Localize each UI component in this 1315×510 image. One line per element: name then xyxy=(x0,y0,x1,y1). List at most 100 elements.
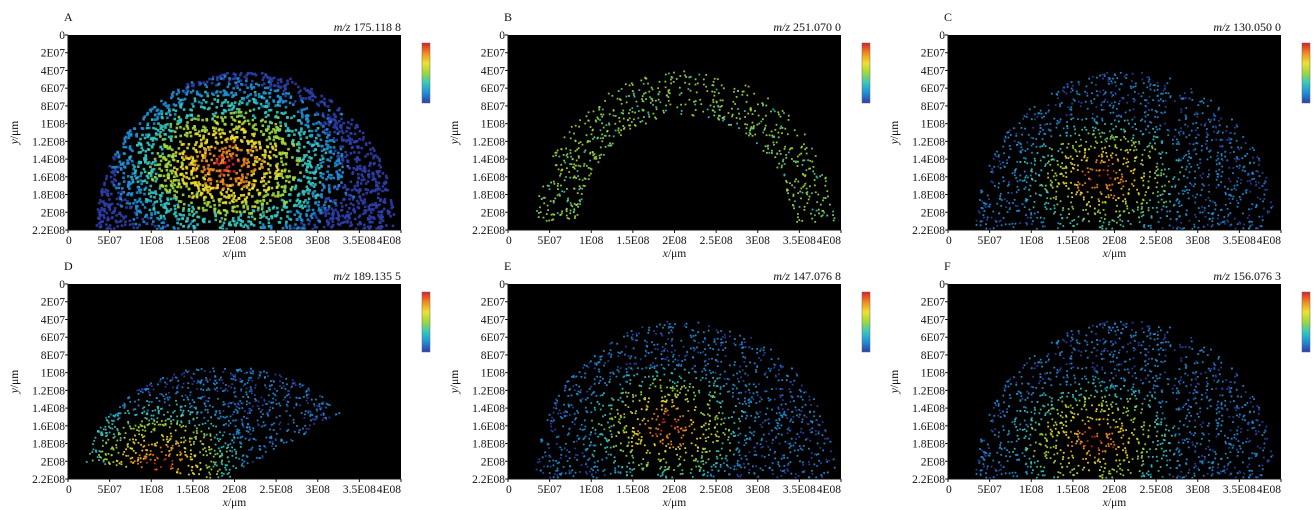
x-tick-label: 1E08 xyxy=(579,235,604,247)
x-tick-label: 1.5E08 xyxy=(1056,484,1089,496)
x-tick-label: 2E08 xyxy=(222,484,247,496)
y-axis-label: y/μm xyxy=(449,370,461,394)
y-tick-label: 0 xyxy=(939,30,945,42)
x-tick-label: 2.5E08 xyxy=(700,235,733,247)
x-tick-label: 0 xyxy=(506,484,512,496)
x-tick-label: 0 xyxy=(506,235,512,247)
y-tick-label: 1.6E08 xyxy=(472,421,505,433)
x-tick-label: 4E08 xyxy=(377,484,402,496)
y-tick-label: 1E08 xyxy=(481,119,506,131)
y-tick-label: 8E07 xyxy=(41,101,66,113)
x-tick-label: 5E07 xyxy=(97,235,122,247)
x-tick-label: 1E08 xyxy=(579,484,604,496)
x-tick-label: 1E08 xyxy=(139,235,164,247)
x-tick-label: 4E08 xyxy=(377,235,402,247)
y-axis-label: y/μm xyxy=(9,370,21,394)
y-tick-label: 1E08 xyxy=(921,119,946,131)
x-tick-label: 3E08 xyxy=(746,484,771,496)
x-tick-label: 3.5E08 xyxy=(343,235,376,247)
panel-d: Dm/z 189.135 5 0 2E07 4E07 6E07 8E07 1E08 1.2E0… xyxy=(9,259,431,509)
y-tick-label: 4E07 xyxy=(481,65,506,77)
y-tick-label: 1.4E08 xyxy=(912,403,945,415)
x-axis-label: x/μm xyxy=(1102,497,1126,509)
x-tick-label: 2.5E08 xyxy=(1140,235,1173,247)
y-tick-label: 6E07 xyxy=(41,83,66,95)
x-tick-label: 2E08 xyxy=(1102,235,1127,247)
colorbar xyxy=(1301,42,1311,104)
x-tick-label: 1.5E08 xyxy=(616,235,649,247)
y-tick-label: 2E07 xyxy=(41,297,66,309)
mz-label: m/z 130.050 0 xyxy=(1213,20,1281,34)
y-tick-label: 1.2E08 xyxy=(912,385,945,397)
colorbar xyxy=(1301,291,1311,353)
x-tick-label: 2E08 xyxy=(1102,484,1127,496)
y-tick-label: 0 xyxy=(499,279,505,291)
y-tick-label: 1.2E08 xyxy=(912,136,945,148)
y-tick-label: 8E07 xyxy=(921,101,946,113)
x-axis-label: x/μm xyxy=(222,248,246,260)
heatmap-signal xyxy=(95,71,396,231)
x-tick-label: 3.5E08 xyxy=(783,235,816,247)
y-tick-label: 1.8E08 xyxy=(472,439,505,451)
y-tick-label: 1.8E08 xyxy=(472,190,505,202)
mz-label: m/z 251.070 0 xyxy=(773,20,841,34)
x-tick-label: 2E08 xyxy=(662,235,687,247)
y-tick-label: 1.6E08 xyxy=(32,172,65,184)
y-tick-label: 1E08 xyxy=(41,368,66,380)
x-tick-label: 4E08 xyxy=(1257,484,1282,496)
panel-letter: E xyxy=(504,259,511,273)
y-tick-label: 1.8E08 xyxy=(32,190,65,202)
y-tick-label: 0 xyxy=(939,279,945,291)
y-tick-label: 4E07 xyxy=(41,65,66,77)
y-tick-label: 1.6E08 xyxy=(912,172,945,184)
y-tick-label: 0 xyxy=(499,30,505,42)
y-tick-label: 2.2E08 xyxy=(472,225,505,237)
y-tick-label: 1.6E08 xyxy=(912,421,945,433)
y-tick-label: 2E07 xyxy=(921,297,946,309)
x-tick-label: 1.5E08 xyxy=(1056,235,1089,247)
y-tick-label: 0 xyxy=(59,279,65,291)
colorbar xyxy=(861,42,871,104)
y-tick-label: 1.4E08 xyxy=(32,154,65,166)
x-tick-label: 0 xyxy=(946,235,952,247)
x-tick-label: 5E07 xyxy=(977,484,1002,496)
x-tick-label: 3.5E08 xyxy=(783,484,816,496)
x-tick-label: 5E07 xyxy=(97,484,122,496)
x-tick-label: 1.5E08 xyxy=(176,235,209,247)
y-tick-label: 1.2E08 xyxy=(32,385,65,397)
panel-c: Cm/z 130.050 0 0 2E07 4E07 6E07 8E07 1E08 1.2E0… xyxy=(889,10,1311,260)
y-tick-label: 1.2E08 xyxy=(32,136,65,148)
heatmap-area xyxy=(508,35,841,230)
y-tick-label: 2E07 xyxy=(41,48,66,60)
y-tick-label: 1.8E08 xyxy=(912,439,945,451)
heatmap-signal xyxy=(85,367,341,479)
heatmap-signal xyxy=(975,71,1274,230)
y-tick-label: 6E07 xyxy=(481,83,506,95)
y-tick-label: 8E07 xyxy=(41,350,66,362)
panel-a: Am/z 175.118 8 0 2E07 4E07 6E07 8E07 1E08 1.2E0… xyxy=(9,10,431,260)
x-tick-label: 3.5E08 xyxy=(343,484,376,496)
x-tick-label: 2E08 xyxy=(662,484,687,496)
y-axis-label: y/μm xyxy=(889,370,901,394)
heatmap-area xyxy=(508,284,841,479)
panel-letter: A xyxy=(64,10,73,24)
y-tick-label: 4E07 xyxy=(921,314,946,326)
x-tick-label: 3E08 xyxy=(1186,484,1211,496)
y-tick-label: 1.6E08 xyxy=(472,172,505,184)
y-tick-label: 1.8E08 xyxy=(912,190,945,202)
heatmap-area xyxy=(68,284,401,479)
y-tick-label: 2E07 xyxy=(481,297,506,309)
x-tick-label: 3E08 xyxy=(746,235,771,247)
y-tick-label: 2E08 xyxy=(921,207,946,219)
mz-label: m/z 175.118 8 xyxy=(334,20,401,34)
x-tick-label: 2.5E08 xyxy=(700,484,733,496)
x-axis-label: x/μm xyxy=(222,497,246,509)
mz-label: m/z 189.135 5 xyxy=(333,269,401,283)
x-tick-label: 3E08 xyxy=(1186,235,1211,247)
y-tick-label: 1.4E08 xyxy=(472,403,505,415)
y-tick-label: 1.2E08 xyxy=(472,385,505,397)
y-tick-label: 2E08 xyxy=(921,456,946,468)
panel-letter: D xyxy=(64,259,73,273)
y-tick-label: 2E08 xyxy=(41,456,66,468)
x-tick-label: 1E08 xyxy=(1019,484,1044,496)
